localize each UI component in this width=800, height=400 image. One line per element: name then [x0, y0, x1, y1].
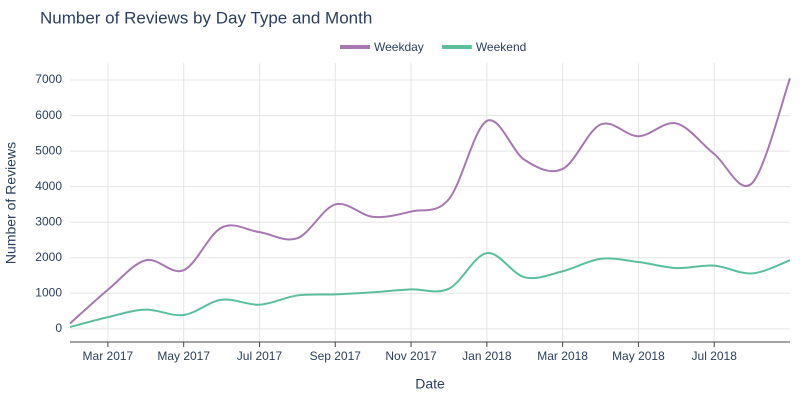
- x-tick-label: Sep 2017: [310, 349, 362, 363]
- y-tick-label: 3000: [35, 214, 62, 228]
- legend-label: Weekend: [476, 40, 526, 54]
- x-tick-label: Jan 2018: [462, 349, 512, 363]
- y-tick-label: 7000: [35, 72, 62, 86]
- y-tick-label: 6000: [35, 108, 62, 122]
- x-tick-label: Jul 2017: [237, 349, 283, 363]
- y-tick-label: 0: [55, 321, 62, 335]
- x-tick-label: Nov 2017: [385, 349, 437, 363]
- x-axis-label: Date: [415, 376, 445, 392]
- x-tick-label: May 2018: [612, 349, 665, 363]
- x-tick-label: Mar 2018: [537, 349, 588, 363]
- y-tick-label: 2000: [35, 250, 62, 264]
- legend-label: Weekday: [374, 40, 424, 54]
- x-tick-label: Mar 2017: [83, 349, 134, 363]
- x-tick-label: Jul 2018: [692, 349, 738, 363]
- y-axis-label: Number of Reviews: [3, 142, 19, 264]
- line: [69, 252, 791, 329]
- y-tick-label: 4000: [35, 179, 62, 193]
- line: [69, 77, 791, 325]
- chart-title: Number of Reviews by Day Type and Month: [40, 8, 372, 27]
- y-tick-label: 5000: [35, 143, 62, 157]
- y-tick-label: 1000: [35, 285, 62, 299]
- x-tick-label: May 2017: [157, 349, 210, 363]
